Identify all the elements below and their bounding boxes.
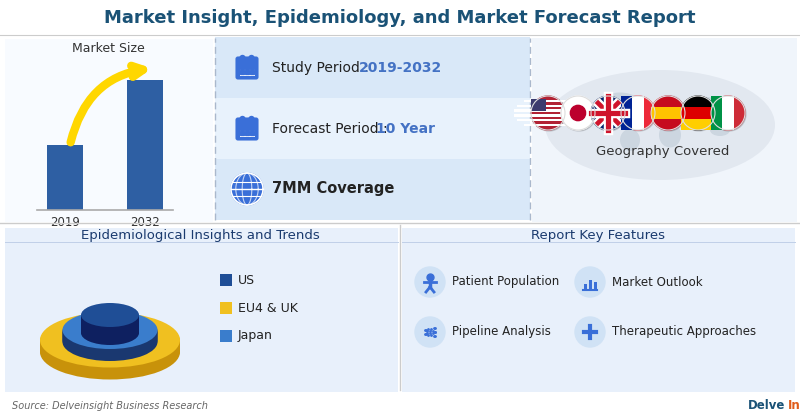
Text: 2032: 2032 bbox=[130, 215, 160, 228]
Circle shape bbox=[532, 97, 566, 131]
FancyBboxPatch shape bbox=[239, 68, 254, 76]
FancyBboxPatch shape bbox=[215, 98, 530, 159]
Bar bbox=[711, 96, 722, 130]
Ellipse shape bbox=[40, 314, 180, 369]
Circle shape bbox=[231, 173, 263, 205]
FancyBboxPatch shape bbox=[532, 38, 797, 222]
FancyBboxPatch shape bbox=[5, 39, 213, 222]
Bar bbox=[583, 284, 586, 290]
Text: Patient Population: Patient Population bbox=[452, 276, 559, 289]
Ellipse shape bbox=[81, 314, 139, 338]
Ellipse shape bbox=[678, 97, 733, 127]
Bar bbox=[531, 99, 546, 111]
Circle shape bbox=[240, 55, 245, 60]
Ellipse shape bbox=[62, 321, 158, 360]
Bar bbox=[524, 100, 572, 102]
Circle shape bbox=[531, 96, 565, 130]
Ellipse shape bbox=[62, 323, 158, 361]
Ellipse shape bbox=[40, 323, 180, 378]
Text: Therapeutic Approaches: Therapeutic Approaches bbox=[612, 326, 756, 339]
Bar bbox=[722, 96, 734, 130]
Text: Delve: Delve bbox=[748, 399, 785, 412]
Circle shape bbox=[651, 96, 685, 130]
Circle shape bbox=[712, 97, 746, 131]
Ellipse shape bbox=[40, 315, 180, 370]
FancyBboxPatch shape bbox=[127, 80, 163, 210]
FancyBboxPatch shape bbox=[220, 302, 232, 314]
Ellipse shape bbox=[62, 315, 158, 354]
Circle shape bbox=[575, 267, 605, 297]
Ellipse shape bbox=[81, 318, 139, 341]
Circle shape bbox=[562, 97, 596, 131]
Circle shape bbox=[240, 116, 245, 121]
FancyBboxPatch shape bbox=[239, 129, 254, 137]
Ellipse shape bbox=[40, 325, 180, 380]
Ellipse shape bbox=[620, 129, 640, 151]
Circle shape bbox=[561, 96, 595, 130]
Text: Market Insight, Epidemiology, and Market Forecast Report: Market Insight, Epidemiology, and Market… bbox=[104, 9, 696, 27]
Ellipse shape bbox=[595, 92, 645, 128]
Ellipse shape bbox=[545, 70, 775, 180]
Text: Japan: Japan bbox=[238, 330, 273, 342]
FancyArrowPatch shape bbox=[70, 66, 143, 142]
Text: Insight: Insight bbox=[788, 399, 800, 412]
FancyBboxPatch shape bbox=[237, 58, 258, 79]
Ellipse shape bbox=[40, 321, 180, 376]
Circle shape bbox=[249, 55, 254, 60]
FancyBboxPatch shape bbox=[47, 145, 83, 210]
Ellipse shape bbox=[81, 315, 139, 340]
Circle shape bbox=[575, 317, 605, 347]
Ellipse shape bbox=[62, 312, 158, 351]
Bar bbox=[518, 105, 578, 107]
Bar bbox=[632, 96, 644, 130]
Circle shape bbox=[682, 97, 716, 131]
Circle shape bbox=[622, 97, 656, 131]
Ellipse shape bbox=[81, 307, 139, 331]
Bar bbox=[621, 96, 632, 130]
Ellipse shape bbox=[658, 95, 682, 115]
Circle shape bbox=[652, 97, 686, 131]
Ellipse shape bbox=[40, 312, 180, 368]
Circle shape bbox=[592, 97, 626, 131]
Circle shape bbox=[591, 96, 625, 130]
Bar bbox=[514, 110, 582, 112]
Text: 10 Year: 10 Year bbox=[376, 122, 435, 136]
Circle shape bbox=[681, 96, 715, 130]
Text: US: US bbox=[238, 273, 255, 286]
FancyBboxPatch shape bbox=[5, 228, 398, 392]
Bar bbox=[518, 119, 578, 121]
Circle shape bbox=[249, 116, 254, 121]
Ellipse shape bbox=[81, 310, 139, 334]
FancyBboxPatch shape bbox=[220, 330, 232, 342]
Ellipse shape bbox=[40, 318, 180, 373]
Ellipse shape bbox=[81, 319, 139, 343]
FancyBboxPatch shape bbox=[215, 37, 530, 98]
Bar bbox=[681, 119, 715, 130]
Ellipse shape bbox=[62, 314, 158, 352]
Text: Geography Covered: Geography Covered bbox=[596, 145, 730, 158]
FancyBboxPatch shape bbox=[0, 0, 800, 35]
Bar bbox=[514, 114, 582, 116]
Bar bbox=[594, 282, 597, 290]
Ellipse shape bbox=[710, 124, 730, 136]
Text: 2019: 2019 bbox=[50, 215, 80, 228]
Ellipse shape bbox=[62, 320, 158, 358]
Ellipse shape bbox=[81, 303, 139, 327]
Text: Pipeline Analysis: Pipeline Analysis bbox=[452, 326, 551, 339]
Ellipse shape bbox=[81, 312, 139, 336]
Circle shape bbox=[415, 317, 445, 347]
Ellipse shape bbox=[62, 317, 158, 355]
Ellipse shape bbox=[659, 123, 681, 147]
Circle shape bbox=[711, 96, 745, 130]
Circle shape bbox=[415, 267, 445, 297]
Ellipse shape bbox=[81, 321, 139, 345]
Ellipse shape bbox=[62, 311, 158, 349]
Ellipse shape bbox=[81, 308, 139, 332]
Bar bbox=[524, 124, 572, 126]
Text: Forecast Period :: Forecast Period : bbox=[272, 122, 392, 136]
FancyBboxPatch shape bbox=[215, 159, 530, 220]
Bar bbox=[651, 107, 685, 119]
Ellipse shape bbox=[81, 305, 139, 329]
Text: 7MM Coverage: 7MM Coverage bbox=[272, 181, 394, 197]
